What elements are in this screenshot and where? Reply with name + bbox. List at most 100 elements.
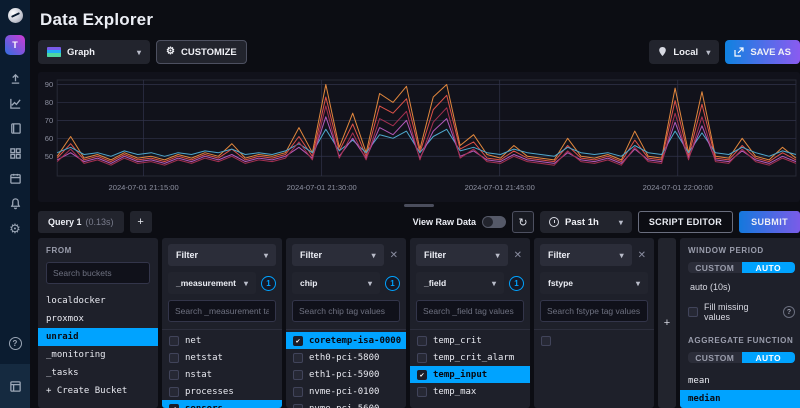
tag-value-search-input[interactable] bbox=[292, 300, 400, 322]
help-icon[interactable]: ? bbox=[9, 337, 22, 350]
add-filter-button[interactable]: + bbox=[658, 238, 676, 408]
dashboards-icon[interactable] bbox=[8, 146, 22, 160]
organization-icon[interactable] bbox=[8, 379, 22, 393]
tag-key-dropdown[interactable]: chip▾ bbox=[292, 272, 380, 294]
time-series-chart[interactable]: 50607080902024-07-01 21:15:002024-07-01 … bbox=[38, 72, 800, 202]
checkbox[interactable] bbox=[293, 353, 303, 363]
save-as-label: SAVE AS bbox=[750, 47, 791, 58]
chevron-down-icon: ▾ bbox=[372, 251, 376, 260]
bucket-item[interactable]: unraid bbox=[38, 328, 158, 346]
window-custom-button[interactable]: CUSTOM bbox=[688, 262, 742, 273]
checkbox[interactable]: ✔ bbox=[417, 370, 427, 380]
query-duration: (0.13s) bbox=[86, 217, 114, 227]
bucket-item[interactable]: _monitoring bbox=[38, 346, 158, 364]
tag-value-search-input[interactable] bbox=[416, 300, 524, 322]
tag-value-item[interactable]: eth1-pci-5900 bbox=[286, 366, 406, 383]
tag-value-item[interactable]: eth0-pci-5800 bbox=[286, 349, 406, 366]
customize-button[interactable]: ⚙ CUSTOMIZE bbox=[156, 40, 247, 64]
checkbox[interactable] bbox=[417, 353, 427, 363]
aggregate-custom-button[interactable]: CUSTOM bbox=[688, 352, 742, 363]
filter-type-dropdown[interactable]: Filter▾ bbox=[416, 244, 508, 266]
drag-handle[interactable] bbox=[404, 204, 434, 207]
tag-value-search-input[interactable] bbox=[540, 300, 648, 322]
tag-value-item[interactable] bbox=[534, 332, 654, 349]
bucket-item[interactable]: _tasks bbox=[38, 364, 158, 382]
checkbox[interactable] bbox=[169, 353, 179, 363]
tag-key-dropdown[interactable]: _field▾ bbox=[416, 272, 504, 294]
close-filter-icon[interactable]: ✕ bbox=[512, 250, 524, 261]
svg-text:2024-07-01 21:45:00: 2024-07-01 21:45:00 bbox=[465, 183, 535, 192]
data-explorer-icon[interactable] bbox=[8, 96, 22, 110]
save-as-button[interactable]: SAVE AS bbox=[725, 40, 800, 64]
filter-type-dropdown[interactable]: Filter▾ bbox=[292, 244, 384, 266]
script-editor-button[interactable]: SCRIPT EDITOR bbox=[638, 211, 733, 233]
bucket-list: localdockerproxmoxunraid_monitoring_task… bbox=[38, 292, 158, 400]
tag-value-item[interactable]: temp_crit_alarm bbox=[410, 349, 530, 366]
bucket-search-input[interactable] bbox=[46, 262, 150, 284]
settings-gear-icon[interactable]: ⚙ bbox=[8, 221, 22, 235]
aggregate-function-item[interactable]: median bbox=[680, 390, 800, 408]
upload-icon[interactable] bbox=[8, 71, 22, 85]
tag-value-item[interactable]: net bbox=[162, 332, 282, 349]
query-bar: Query 1 (0.13s) + View Raw Data ↻ Past 1… bbox=[30, 208, 800, 236]
query-tab[interactable]: Query 1 (0.13s) bbox=[38, 211, 124, 233]
visualization-type-dropdown[interactable]: Graph ▾ bbox=[38, 40, 150, 64]
checkbox[interactable] bbox=[169, 370, 179, 380]
tag-value-item[interactable]: ✔coretemp-isa-0000 bbox=[286, 332, 406, 349]
window-period-mode-toggle: CUSTOM AUTO bbox=[688, 262, 795, 273]
checkbox[interactable]: ✔ bbox=[293, 336, 303, 346]
influxdb-logo-icon[interactable] bbox=[8, 8, 23, 23]
alerts-bell-icon[interactable] bbox=[8, 196, 22, 210]
tag-value-item[interactable]: nstat bbox=[162, 366, 282, 383]
time-range-dropdown[interactable]: Past 1h ▾ bbox=[540, 211, 632, 233]
fill-missing-checkbox[interactable] bbox=[688, 307, 698, 317]
account-avatar[interactable]: T bbox=[5, 35, 25, 55]
filter-column: Filter▾✕chip▾1✔coretemp-isa-0000eth0-pci… bbox=[286, 238, 406, 408]
close-filter-icon[interactable]: ✕ bbox=[636, 250, 648, 261]
checkbox[interactable] bbox=[417, 336, 427, 346]
checkbox[interactable] bbox=[169, 336, 179, 346]
filter-type-dropdown[interactable]: Filter▾ bbox=[168, 244, 276, 266]
tag-value-search-input[interactable] bbox=[168, 300, 276, 322]
bucket-item[interactable]: + Create Bucket bbox=[38, 382, 158, 400]
filter-column: Filter▾✕_field▾1temp_crittemp_crit_alarm… bbox=[410, 238, 530, 408]
tag-value-item[interactable]: temp_crit bbox=[410, 332, 530, 349]
window-auto-value: auto (10s) bbox=[690, 282, 795, 292]
chart-canvas: 50607080902024-07-01 21:15:002024-07-01 … bbox=[38, 72, 800, 202]
tag-value-item[interactable]: netstat bbox=[162, 349, 282, 366]
add-query-button[interactable]: + bbox=[130, 211, 152, 233]
filter-type-dropdown[interactable]: Filter▾ bbox=[540, 244, 632, 266]
refresh-button[interactable]: ↻ bbox=[512, 211, 534, 233]
close-filter-icon[interactable]: ✕ bbox=[388, 250, 400, 261]
chevron-down-icon: ▾ bbox=[620, 251, 624, 260]
tag-value-item[interactable]: ✔sensors bbox=[162, 400, 282, 408]
checkbox[interactable] bbox=[541, 336, 551, 346]
tag-key-dropdown[interactable]: _measurement▾ bbox=[168, 272, 256, 294]
timezone-label: Local bbox=[673, 47, 698, 58]
checkbox[interactable] bbox=[293, 387, 303, 397]
area-chart-icon bbox=[47, 47, 61, 57]
view-raw-data-toggle[interactable] bbox=[482, 216, 506, 228]
tasks-calendar-icon[interactable] bbox=[8, 171, 22, 185]
window-auto-button[interactable]: AUTO bbox=[742, 262, 796, 273]
tag-value-item[interactable]: nvme-pci-5600 bbox=[286, 400, 406, 408]
tag-value-label: temp_max bbox=[433, 387, 476, 397]
checkbox[interactable] bbox=[293, 370, 303, 380]
aggregate-auto-button[interactable]: AUTO bbox=[742, 352, 796, 363]
help-question-icon[interactable]: ? bbox=[783, 306, 795, 318]
bucket-item[interactable]: localdocker bbox=[38, 292, 158, 310]
notebooks-icon[interactable] bbox=[8, 121, 22, 135]
submit-button[interactable]: SUBMIT bbox=[739, 211, 800, 233]
checkbox[interactable] bbox=[417, 387, 427, 397]
bucket-item[interactable]: proxmox bbox=[38, 310, 158, 328]
timezone-dropdown[interactable]: Local ▾ bbox=[649, 40, 719, 64]
checkbox[interactable]: ✔ bbox=[169, 404, 179, 408]
tag-value-item[interactable]: ✔temp_input bbox=[410, 366, 530, 383]
aggregate-function-item[interactable]: mean bbox=[680, 372, 800, 390]
checkbox[interactable] bbox=[293, 404, 303, 408]
checkbox[interactable] bbox=[169, 387, 179, 397]
tag-value-item[interactable]: temp_max bbox=[410, 383, 530, 400]
tag-value-item[interactable]: processes bbox=[162, 383, 282, 400]
tag-key-dropdown[interactable]: fstype▾ bbox=[540, 272, 648, 294]
tag-value-item[interactable]: nvme-pci-0100 bbox=[286, 383, 406, 400]
